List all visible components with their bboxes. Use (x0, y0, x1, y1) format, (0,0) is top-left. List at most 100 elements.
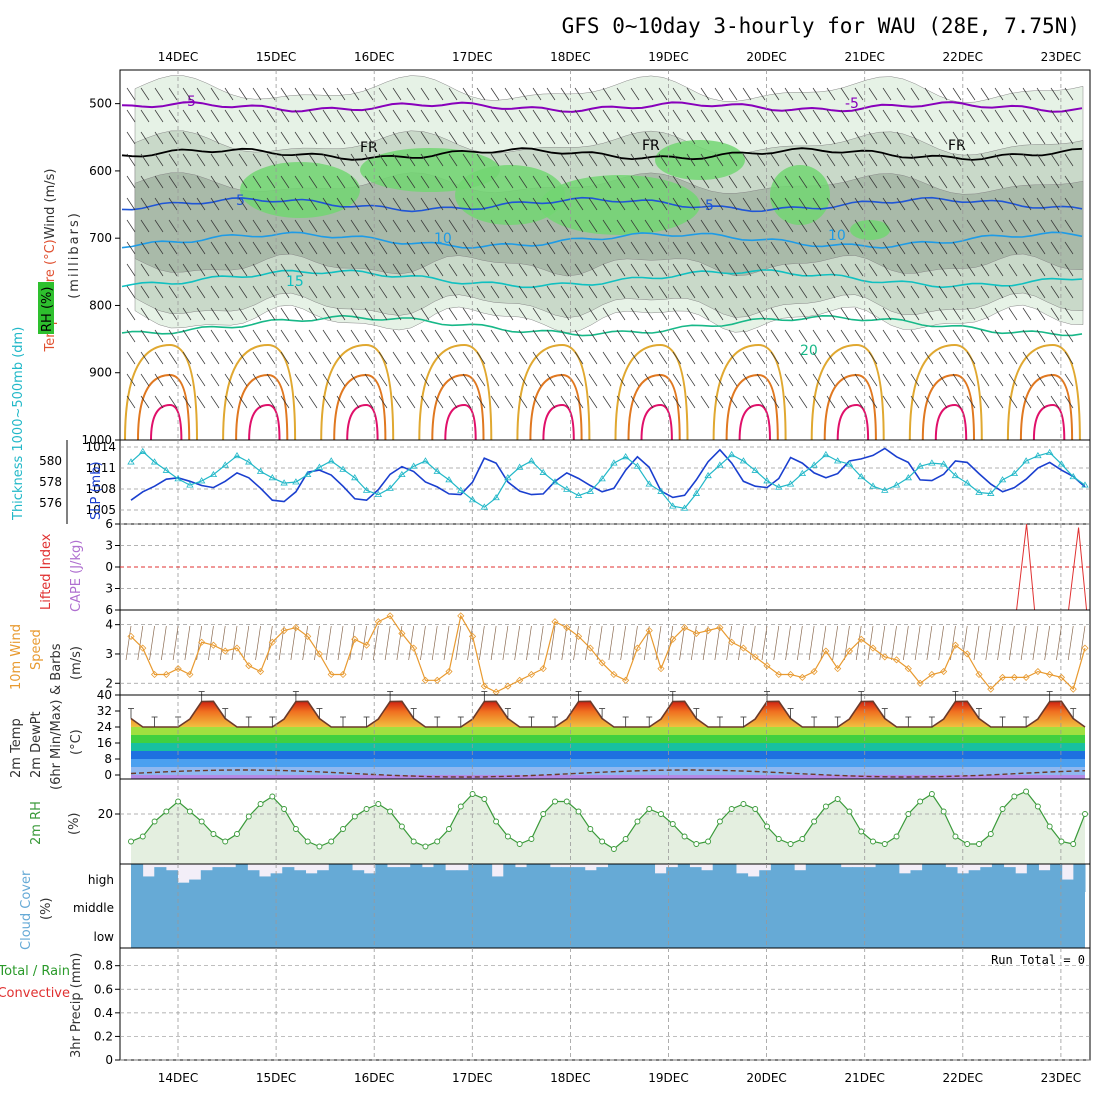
wind-barb (630, 87, 640, 101)
wind-barb (406, 131, 416, 145)
wind-barb (322, 175, 332, 189)
wind-barb (266, 329, 276, 343)
wind-barb (462, 109, 472, 123)
wind-barb (490, 263, 500, 277)
thickness-point (621, 453, 630, 460)
cloud-category-label: high (88, 873, 114, 887)
wind-barb (924, 395, 934, 409)
cloud-high-bar (421, 867, 434, 892)
wind-barb (854, 109, 864, 123)
wind-barb (1064, 175, 1074, 189)
wind-barb (980, 153, 990, 167)
wind-barb (154, 329, 164, 343)
wind-speed-point (963, 650, 971, 658)
wind-barb (840, 285, 850, 299)
wind-barb (149, 625, 155, 661)
wind-speed-point (256, 667, 265, 676)
wind-barb (910, 329, 920, 343)
wind-barb (854, 329, 864, 343)
wind-barb (490, 87, 500, 101)
wind-barb (294, 329, 304, 343)
warm-isotherm (725, 373, 779, 441)
wind-barb (322, 263, 332, 277)
wind-barb (714, 373, 724, 387)
wind-barb (434, 87, 444, 101)
wind-speed-point (127, 632, 135, 640)
wind-speed-point (633, 644, 642, 652)
wind-barb (1036, 197, 1046, 211)
wind-barb (266, 373, 276, 387)
wind-barb (700, 241, 710, 255)
wind-barb (224, 197, 234, 211)
wind-barb (882, 263, 892, 277)
wind-barb (868, 285, 878, 299)
wind-speed-point (951, 641, 960, 649)
rh-point (976, 841, 982, 847)
wind-barb (854, 285, 864, 299)
wind-barb (952, 329, 962, 343)
wind-barb (826, 219, 836, 233)
wind-barb (238, 131, 248, 145)
wind-barb (462, 197, 472, 211)
wind-speed-point (987, 685, 995, 693)
thickness-point (539, 468, 547, 475)
wind-barb (182, 285, 192, 299)
wind-barb (406, 197, 416, 211)
wind-barb (406, 395, 416, 409)
wind-speed-point (233, 644, 241, 652)
wind-barb (252, 395, 262, 409)
wind-barb (728, 395, 738, 409)
wind-barb (490, 625, 497, 661)
wind-barb (952, 307, 962, 321)
wind-barb (672, 87, 682, 101)
wind-barb (420, 307, 430, 321)
wind-barb (644, 153, 654, 167)
wind-barb (854, 197, 864, 211)
wind-barb (336, 87, 346, 101)
wind-barb (952, 263, 962, 277)
wind-barb (308, 241, 318, 255)
wind-barb (336, 307, 346, 321)
wind-barb (140, 197, 150, 211)
wind-barb (938, 175, 948, 189)
wind-barb (742, 373, 752, 387)
wind-barb (826, 307, 836, 321)
wind-speed-point (622, 676, 630, 684)
wind-barb (910, 373, 920, 387)
wind-barb (210, 395, 220, 409)
wind-barb (182, 329, 192, 343)
wind-barb (322, 153, 332, 167)
isotherm-label: -5 (182, 94, 196, 110)
wind-barb (490, 197, 500, 211)
wind-barb (154, 131, 164, 145)
wind-barb (532, 285, 542, 299)
wind-barb (378, 241, 388, 255)
wind-barb (238, 153, 248, 167)
wind-barb (574, 285, 584, 299)
wind-barb (700, 153, 710, 167)
wind-barb (1050, 351, 1060, 365)
wind-barb (686, 395, 696, 409)
rh-point (351, 813, 358, 820)
rh-point (269, 793, 276, 800)
wind-barb (910, 153, 920, 167)
ylabel-wind: Wind (m/s) (43, 169, 58, 240)
wind-barb (938, 219, 948, 233)
wind-barb (994, 87, 1004, 101)
wind-barb (1050, 285, 1060, 299)
wind-barb (574, 197, 584, 211)
wind-barb (854, 87, 864, 101)
rh-point (681, 833, 688, 840)
cloud-high-bar (398, 867, 411, 892)
wind-barb (504, 131, 514, 145)
wind-barb (574, 87, 584, 101)
thickness-point (268, 474, 277, 481)
wind-barb (924, 87, 934, 101)
wind-barb (616, 395, 626, 409)
wind-barb (1050, 109, 1060, 123)
wind-barb (868, 351, 878, 365)
wind-barb (1064, 351, 1074, 365)
wind-barb (224, 153, 234, 167)
thickness-point (233, 451, 241, 459)
